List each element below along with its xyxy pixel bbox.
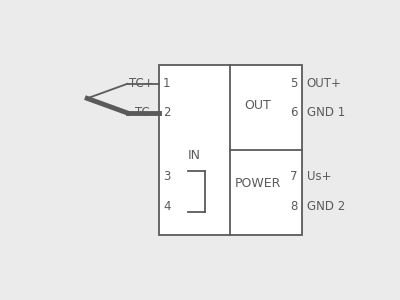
Text: OUT+: OUT+ — [306, 77, 342, 90]
Text: 1: 1 — [163, 77, 171, 90]
Bar — [158, 65, 302, 235]
Text: 7: 7 — [290, 169, 297, 183]
Text: IN: IN — [188, 149, 201, 162]
Text: GND 1: GND 1 — [306, 106, 345, 119]
Text: 6: 6 — [290, 106, 297, 119]
Text: 3: 3 — [163, 169, 170, 183]
Text: POWER: POWER — [234, 177, 281, 190]
Text: TC+: TC+ — [129, 77, 154, 90]
Text: 4: 4 — [163, 200, 171, 213]
Text: Us+: Us+ — [306, 169, 331, 183]
Text: OUT: OUT — [244, 99, 271, 112]
Text: 2: 2 — [163, 106, 171, 119]
Text: 5: 5 — [290, 77, 297, 90]
Text: TC-: TC- — [135, 106, 154, 119]
Text: GND 2: GND 2 — [306, 200, 345, 213]
Text: 8: 8 — [290, 200, 297, 213]
